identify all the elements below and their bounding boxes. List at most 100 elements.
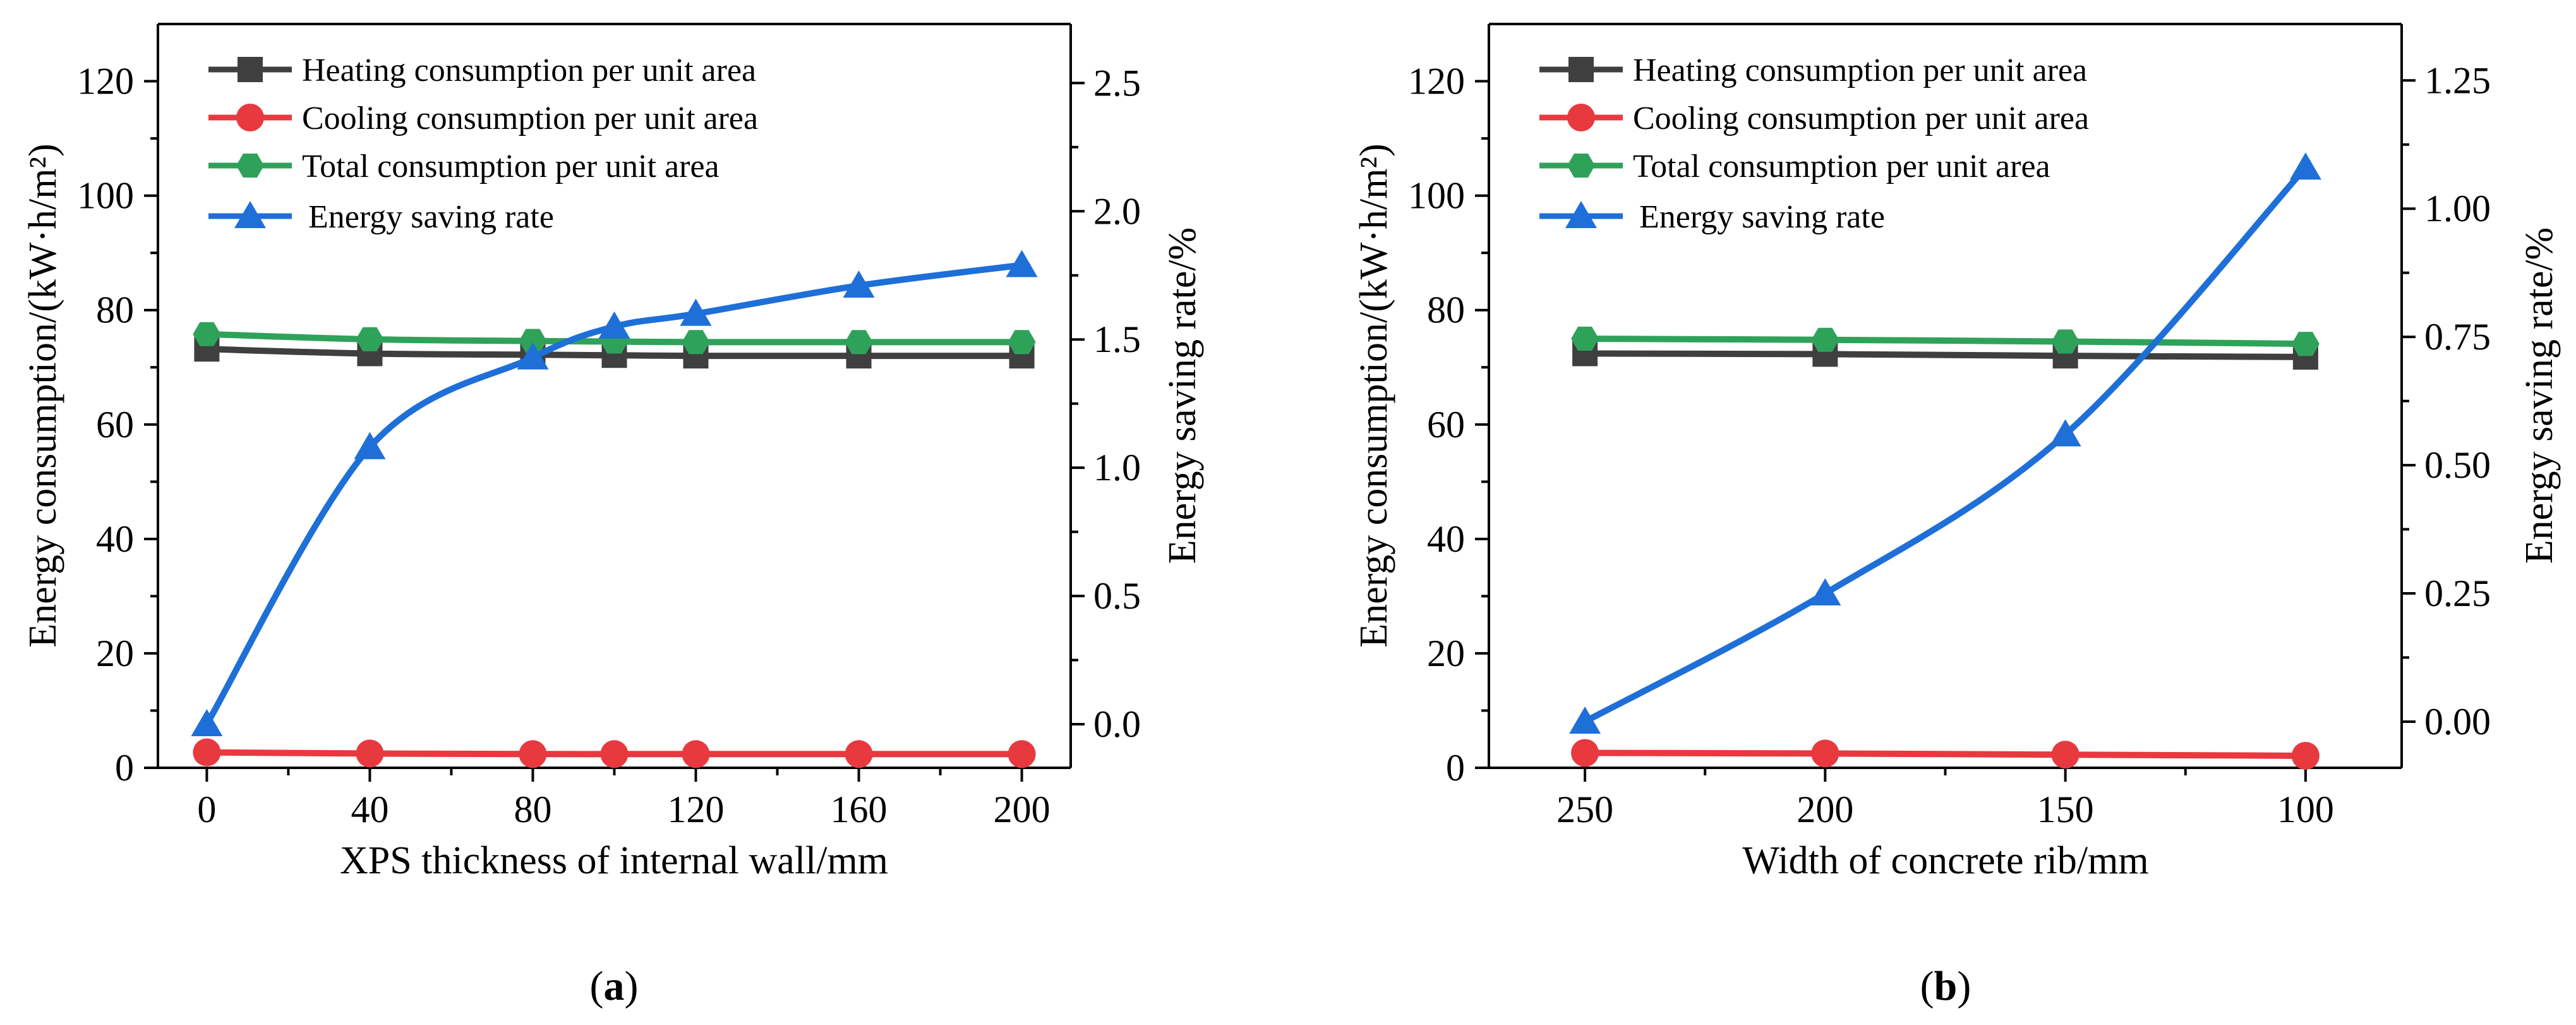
x-tick-label: 100 xyxy=(2277,789,2334,830)
y-tick-label: 60 xyxy=(96,404,134,446)
legend-label: Heating consumption per unit area xyxy=(1633,52,2087,88)
data-point-total xyxy=(2051,329,2079,354)
y-tick-label: 80 xyxy=(96,289,134,331)
panel-b-y2-axis-title: Energy saving rate/% xyxy=(2518,227,2561,564)
y2-tick-label: 2.5 xyxy=(1093,62,1141,104)
y-tick-label: 100 xyxy=(77,175,134,217)
y-tick-label: 80 xyxy=(1427,289,1465,331)
y2-tick-label: 1.25 xyxy=(2424,59,2491,101)
data-point-total xyxy=(682,330,710,355)
chart-panel-a: 0 40 80 120 160 200 0 20 40 60 80 100 120 0.0 0.5 1.0… xyxy=(21,23,1204,1009)
y2-tick-label: 0.25 xyxy=(2424,573,2491,614)
series-line-total xyxy=(1582,336,2309,348)
panel-b-y-axis-title: Energy consumption/(kW·h/m²) xyxy=(1352,143,1395,647)
legend-item-cooling: Cooling consumption per unit area xyxy=(1539,100,2089,136)
data-point-cooling xyxy=(193,738,221,767)
data-point-cooling xyxy=(356,739,384,768)
data-point-saving-rate xyxy=(1809,578,1841,606)
y-tick-label: 40 xyxy=(1427,518,1465,560)
y2-tick-label: 0.0 xyxy=(1093,703,1141,745)
panel-a-legend: Heating consumption per unit area Coolin… xyxy=(208,52,758,235)
x-tick-label: 150 xyxy=(2037,789,2094,830)
y-tick-label: 0 xyxy=(115,747,134,789)
legend-label: Energy saving rate xyxy=(308,199,554,235)
data-point-cooling xyxy=(600,740,629,768)
legend-label: Heating consumption per unit area xyxy=(302,52,756,88)
x-tick-label: 0 xyxy=(197,789,216,830)
data-point-total xyxy=(845,330,873,355)
legend-label: Total consumption per unit area xyxy=(1633,149,2050,185)
x-tick-label: 200 xyxy=(994,789,1050,830)
panel-a-y-axis-title: Energy consumption/(kW·h/m²) xyxy=(21,143,64,647)
series-line-heating xyxy=(1582,350,2309,360)
x-tick-label: 250 xyxy=(1556,789,1613,830)
legend-label: Total consumption per unit area xyxy=(302,149,719,185)
legend-item-saving-rate: Energy saving rate xyxy=(208,199,554,235)
data-point-cooling xyxy=(1811,739,1839,768)
y2-tick-label: 1.5 xyxy=(1093,318,1141,360)
x-tick-label: 120 xyxy=(668,789,725,830)
panel-a-x-ticks: 0 40 80 120 160 200 xyxy=(197,768,1050,830)
chart-panel-b: 250 200 150 100 0 20 40 60 80 100 120 0.00 0.25 0.5… xyxy=(1352,23,2561,1009)
y-tick-label: 40 xyxy=(96,518,134,560)
legend-item-total: Total consumption per unit area xyxy=(1539,149,2050,185)
data-point-saving-rate xyxy=(2289,152,2321,180)
data-point-cooling xyxy=(2291,741,2320,770)
data-point-cooling xyxy=(2051,741,2079,769)
data-point-saving-rate xyxy=(354,432,386,459)
panel-b-x-axis-title: Width of concrete rib/mm xyxy=(1742,839,2148,882)
panel-b-y-ticks: 0 20 40 60 80 100 120 xyxy=(1408,61,1489,789)
y-tick-label: 120 xyxy=(1408,61,1465,102)
data-point-cooling xyxy=(519,740,547,768)
panel-b-legend: Heating consumption per unit area Coolin… xyxy=(1539,52,2089,235)
y-tick-label: 60 xyxy=(1427,404,1465,446)
series-line-cooling xyxy=(1582,749,2309,759)
legend-label: Cooling consumption per unit area xyxy=(1633,100,2089,136)
x-tick-label: 200 xyxy=(1797,789,1853,830)
y-tick-label: 20 xyxy=(1427,633,1465,674)
data-point-total xyxy=(356,327,384,351)
panel-b-y2-ticks: 0.00 0.25 0.50 0.75 1.00 1.25 xyxy=(2402,59,2491,743)
legend-label: Cooling consumption per unit area xyxy=(302,100,758,136)
data-point-saving-rate xyxy=(2049,419,2081,447)
data-point-cooling xyxy=(1571,739,1599,767)
legend-item-saving-rate: Energy saving rate xyxy=(1539,199,1885,235)
legend-label: Energy saving rate xyxy=(1639,199,1885,235)
y-tick-label: 120 xyxy=(77,61,134,102)
panel-a-series xyxy=(191,250,1038,768)
data-point-total xyxy=(2291,332,2320,356)
data-point-total xyxy=(1008,330,1036,355)
panel-a-y-ticks: 0 20 40 60 80 100 120 xyxy=(77,61,158,789)
y-tick-label: 0 xyxy=(1446,747,1465,789)
panel-a-x-axis-title: XPS thickness of internal wall/mm xyxy=(340,839,888,882)
panel-a-y2-axis-title: Energy saving rate/% xyxy=(1161,227,1204,564)
panel-a-y2-ticks: 0.0 0.5 1.0 1.5 2.0 2.5 xyxy=(1071,62,1141,745)
panel-b-series xyxy=(1569,152,2321,770)
y2-tick-label: 1.00 xyxy=(2424,188,2491,229)
data-point-saving-rate xyxy=(598,311,630,339)
legend-item-total: Total consumption per unit area xyxy=(208,149,719,185)
y2-tick-label: 0.00 xyxy=(2424,701,2491,743)
series-line-saving-rate xyxy=(1582,164,2309,725)
legend-item-heating: Heating consumption per unit area xyxy=(208,52,756,88)
y2-tick-label: 2.0 xyxy=(1093,190,1141,232)
y-tick-label: 100 xyxy=(1408,175,1465,217)
legend-item-heating: Heating consumption per unit area xyxy=(1539,52,2087,88)
y2-tick-label: 1.0 xyxy=(1093,447,1141,488)
panel-b-x-ticks: 250 200 150 100 xyxy=(1556,768,2334,830)
data-point-saving-rate xyxy=(191,709,223,737)
y2-tick-label: 0.50 xyxy=(2424,444,2491,486)
data-point-total xyxy=(193,322,221,346)
panel-b-label: (b) xyxy=(1920,963,1971,1009)
panel-a-label: (a) xyxy=(590,963,639,1009)
x-tick-label: 40 xyxy=(351,789,388,830)
data-point-cooling xyxy=(845,740,873,768)
data-point-cooling xyxy=(682,740,710,768)
y2-tick-label: 0.5 xyxy=(1093,575,1141,617)
legend-item-cooling: Cooling consumption per unit area xyxy=(208,100,758,136)
data-point-total xyxy=(1811,327,1839,352)
data-point-saving-rate xyxy=(1006,250,1038,277)
x-tick-label: 160 xyxy=(831,789,888,830)
data-point-saving-rate xyxy=(843,270,875,298)
